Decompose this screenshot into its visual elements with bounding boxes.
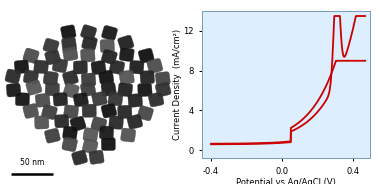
- Polygon shape: [118, 83, 133, 97]
- Polygon shape: [64, 105, 79, 119]
- Polygon shape: [63, 83, 79, 98]
- Polygon shape: [43, 71, 58, 85]
- Polygon shape: [91, 91, 107, 106]
- Polygon shape: [23, 48, 39, 63]
- Polygon shape: [63, 126, 77, 140]
- Polygon shape: [62, 37, 76, 51]
- Polygon shape: [91, 61, 106, 75]
- Polygon shape: [83, 128, 98, 142]
- Polygon shape: [81, 82, 96, 97]
- Polygon shape: [138, 48, 154, 63]
- Polygon shape: [45, 128, 60, 143]
- Polygon shape: [155, 82, 171, 97]
- Polygon shape: [14, 60, 29, 74]
- Polygon shape: [53, 93, 68, 106]
- Polygon shape: [82, 139, 98, 154]
- Polygon shape: [34, 116, 49, 129]
- Polygon shape: [34, 60, 48, 74]
- Polygon shape: [81, 25, 97, 40]
- Polygon shape: [60, 25, 76, 39]
- Polygon shape: [147, 59, 163, 73]
- Polygon shape: [81, 49, 95, 62]
- Polygon shape: [140, 70, 155, 84]
- Polygon shape: [109, 60, 125, 75]
- Polygon shape: [118, 105, 132, 118]
- Polygon shape: [5, 69, 21, 84]
- Polygon shape: [137, 106, 153, 121]
- Polygon shape: [101, 103, 117, 118]
- Polygon shape: [23, 104, 39, 118]
- Polygon shape: [71, 150, 88, 165]
- Polygon shape: [6, 83, 21, 97]
- Polygon shape: [127, 114, 143, 129]
- Polygon shape: [102, 25, 118, 40]
- Polygon shape: [99, 126, 114, 139]
- Polygon shape: [129, 60, 144, 74]
- Polygon shape: [119, 70, 134, 84]
- Polygon shape: [91, 117, 107, 132]
- Polygon shape: [121, 128, 136, 142]
- Polygon shape: [62, 137, 77, 152]
- Polygon shape: [45, 83, 60, 96]
- Polygon shape: [155, 72, 170, 86]
- Polygon shape: [119, 48, 134, 62]
- Text: 50 nm: 50 nm: [20, 158, 44, 167]
- Polygon shape: [128, 94, 143, 107]
- Polygon shape: [42, 105, 57, 120]
- Polygon shape: [101, 49, 117, 64]
- Polygon shape: [70, 116, 86, 131]
- Polygon shape: [101, 82, 116, 96]
- X-axis label: Potential vs Ag/AgCl (V): Potential vs Ag/AgCl (V): [236, 178, 336, 184]
- Polygon shape: [63, 47, 78, 61]
- Polygon shape: [26, 80, 42, 95]
- Polygon shape: [101, 137, 115, 151]
- Polygon shape: [82, 104, 96, 117]
- Polygon shape: [99, 70, 114, 84]
- Polygon shape: [109, 116, 124, 129]
- Polygon shape: [45, 50, 60, 65]
- Polygon shape: [73, 93, 88, 107]
- Polygon shape: [89, 150, 104, 164]
- Polygon shape: [138, 83, 152, 97]
- Polygon shape: [62, 70, 78, 85]
- Y-axis label: Current Density  (mA/cm²): Current Density (mA/cm²): [173, 29, 182, 140]
- Polygon shape: [43, 38, 59, 54]
- Polygon shape: [54, 114, 69, 128]
- Polygon shape: [15, 93, 29, 106]
- Polygon shape: [82, 36, 98, 51]
- Polygon shape: [118, 35, 134, 50]
- Polygon shape: [52, 58, 68, 73]
- Polygon shape: [35, 93, 50, 107]
- Polygon shape: [81, 73, 96, 87]
- Polygon shape: [73, 61, 88, 74]
- Polygon shape: [100, 39, 115, 53]
- Polygon shape: [23, 70, 39, 84]
- Polygon shape: [148, 92, 164, 107]
- Polygon shape: [108, 92, 123, 106]
